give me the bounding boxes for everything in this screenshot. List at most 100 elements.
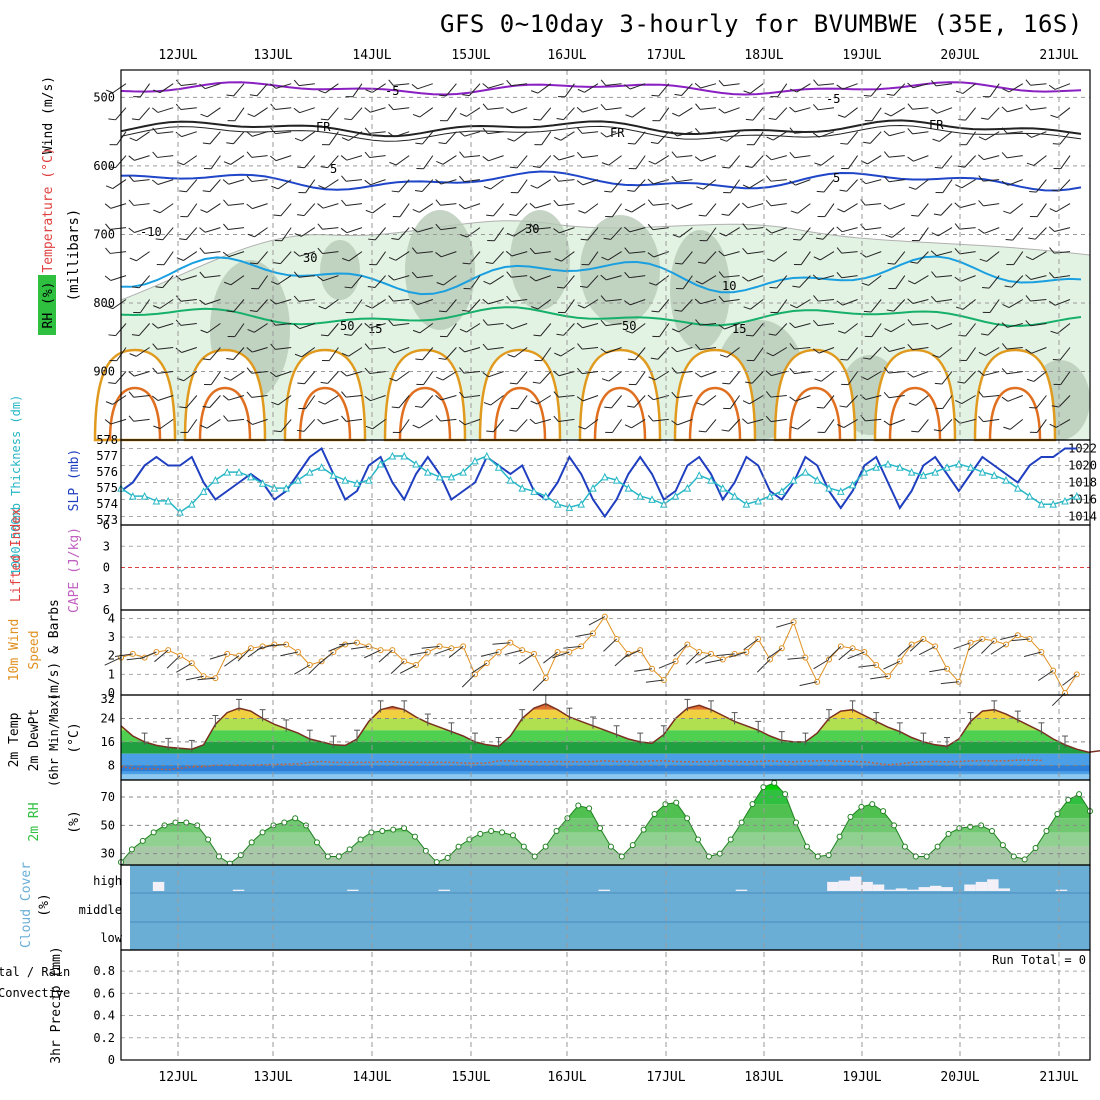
wind-barb-flag: [176, 257, 184, 261]
surface-wind-barb-shaft: [909, 638, 924, 652]
wind-barb-flag: [907, 344, 913, 351]
wind-barb: [860, 415, 882, 422]
wind-barb-flag: [297, 382, 305, 385]
wind-barb-flag: [601, 378, 609, 382]
wind-barb-flag: [741, 202, 749, 209]
surface-wind-barb-shaft: [328, 644, 346, 652]
wind-barb-flag: [414, 190, 423, 193]
wind-barb: [812, 347, 835, 354]
cloud-high-bar: [347, 889, 359, 891]
surface-wind-barb: [518, 653, 535, 665]
wind-barb: [200, 203, 221, 213]
wind-barb: [131, 275, 150, 289]
thickness-point: [329, 471, 338, 479]
rh-point: [662, 801, 669, 808]
wind-barb-shaft: [606, 275, 622, 281]
wind-barb-shaft: [466, 323, 481, 333]
wind-barb-flag: [836, 226, 843, 233]
wind-barb: [722, 371, 740, 385]
wind-barb-shaft: [959, 203, 976, 209]
thickness-point: [152, 496, 161, 505]
wind-barb: [624, 271, 646, 279]
wind-barb: [412, 418, 434, 429]
wind-barb-flag: [223, 377, 231, 381]
surface-wind-barb-shaft: [247, 645, 263, 658]
wind-barb: [175, 79, 197, 86]
rh-point: [422, 847, 429, 854]
wind-barb-shaft: [110, 227, 127, 230]
wind-barb-shaft: [322, 251, 339, 255]
wind-barb-shaft: [251, 155, 268, 158]
surface-wind-barb: [743, 638, 759, 651]
wind-barb-shaft: [753, 131, 764, 146]
thickness-point: [589, 483, 597, 492]
li-tick: 3: [103, 539, 110, 553]
wind-barb-shaft: [442, 155, 457, 165]
wind-barb: [153, 299, 174, 309]
rh-point: [1010, 853, 1017, 860]
wind-barb: [696, 395, 717, 406]
thickness-point: [895, 463, 904, 471]
wind-barb: [932, 347, 953, 358]
rh-point: [869, 801, 876, 808]
thickness-point: [860, 467, 869, 476]
wind-barb-shaft: [181, 347, 197, 353]
wind-barb: [718, 107, 740, 114]
wind-barb: [930, 107, 953, 114]
wind-barb-shaft: [210, 371, 221, 385]
surface-wind-barb: [968, 638, 983, 651]
wind-barb-flag: [812, 319, 819, 327]
wind-barb-flag: [506, 324, 513, 330]
wind-barb-flag: [978, 200, 984, 207]
wind-barb: [388, 251, 410, 261]
wind-barb-flag: [131, 118, 140, 121]
wind-barb-shaft: [511, 299, 528, 303]
wind-barb-shaft: [988, 275, 1000, 289]
rh-point: [313, 839, 320, 846]
wind-barb: [554, 131, 575, 141]
temp-lobe-25: [888, 386, 942, 441]
wind-barb-shaft: [398, 395, 410, 409]
wind-barb-flag: [934, 166, 943, 169]
wind-barb: [698, 419, 717, 433]
wind-barb-flag: [204, 168, 212, 170]
wind-barb-flag: [483, 186, 491, 190]
wind-barb-flag: [296, 214, 305, 217]
wind-barb: [223, 155, 245, 165]
wind-barb-shaft: [417, 299, 433, 306]
surface-wind-barb: [104, 657, 122, 666]
wind-barb: [364, 343, 386, 350]
wind-barb-shaft: [183, 155, 198, 166]
wind-barb: [860, 251, 882, 258]
wind-barb-shaft: [1006, 131, 1023, 134]
rh-point: [150, 829, 157, 836]
wind-barb: [1049, 203, 1071, 213]
wind-barb-flag: [438, 357, 446, 360]
wind-barb-shaft: [917, 251, 929, 264]
wind-barb: [581, 251, 599, 266]
wind-barb: [813, 104, 835, 111]
wind-barb: [674, 83, 693, 97]
wind-barb-flag: [482, 127, 489, 135]
wind-barb-flag: [557, 96, 566, 98]
wind-barb-flag: [411, 299, 418, 306]
wind-barb: [510, 179, 528, 194]
wind-barb: [105, 299, 127, 310]
wind-barb-shaft: [516, 155, 528, 169]
cloud-high-bar: [838, 880, 850, 891]
wind-barb: [1028, 227, 1047, 240]
wind-barb: [202, 179, 221, 193]
wind-barb-flag: [345, 96, 353, 98]
wind-barb-shaft: [582, 395, 599, 402]
wind-barb-shaft: [559, 227, 575, 234]
wind-barb-flag: [435, 252, 442, 258]
wind-barb: [789, 179, 811, 186]
thickness-point: [636, 492, 645, 500]
wind-barb-shaft: [1006, 347, 1023, 350]
wind-barb-shaft: [487, 323, 504, 326]
wind-barb: [907, 344, 929, 351]
wind-barb-shaft: [228, 395, 245, 401]
surface-wind-barb-shaft: [575, 632, 594, 638]
wind-barb-shaft: [277, 179, 292, 190]
wind-barb-shaft: [159, 299, 174, 309]
